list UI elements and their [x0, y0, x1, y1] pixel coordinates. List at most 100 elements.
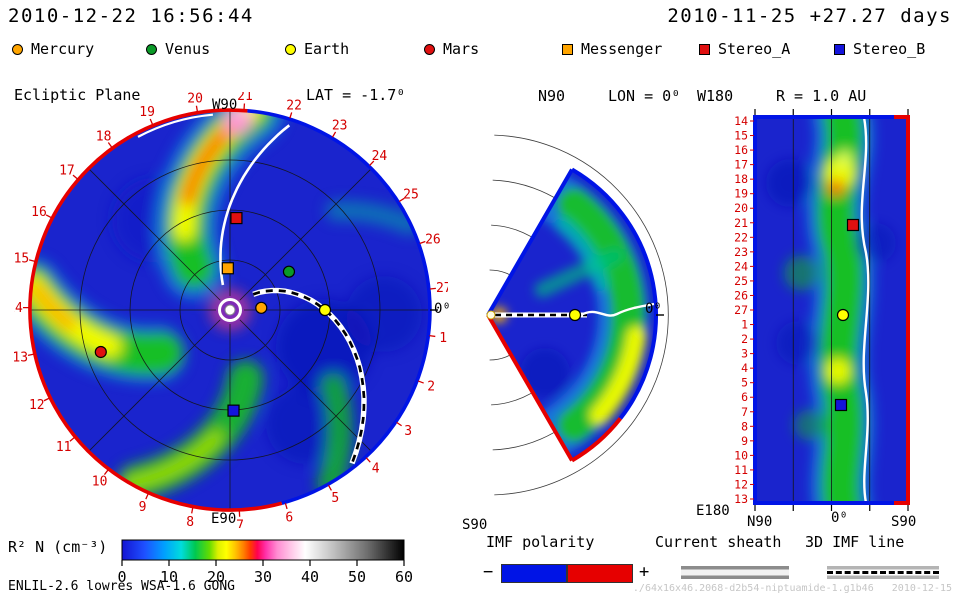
day-label: 9 [139, 500, 147, 515]
day-tick [145, 493, 149, 500]
day-label: 8 [186, 515, 194, 528]
colorbar-tick-label: 20 [207, 568, 225, 586]
day-label: 23 [734, 245, 748, 259]
legend-item-label: Venus [165, 40, 211, 58]
imf-3d-line [252, 289, 366, 464]
density-field [491, 175, 648, 455]
colorbar-tick-label: 40 [301, 568, 319, 586]
density-feature [346, 276, 422, 352]
legend-item-label: Stereo_B [853, 40, 926, 58]
day-label: 13 [14, 351, 28, 366]
run-start-info: 2010-11-25 +27.27 days [667, 5, 952, 27]
sim-datetime: 2010-12-22 16:56:44 [8, 5, 254, 27]
density-feature [234, 111, 246, 117]
earth-marker-icon [285, 43, 296, 55]
mars-marker [94, 345, 107, 359]
venus-marker-icon [146, 43, 157, 55]
legend-item-mercury: Mercury [12, 39, 94, 59]
messenger-marker [221, 262, 234, 275]
day-label: 6 [285, 510, 293, 525]
density-feature [325, 200, 420, 235]
current-sheet-line [860, 117, 870, 503]
merid-n90-label: N90 [538, 87, 566, 105]
day-label: 14 [734, 114, 748, 128]
imf-positive-rim [28, 108, 283, 512]
legend-item-label: Messenger [581, 40, 663, 58]
merid-0deg-label: 0⁰ [645, 301, 662, 317]
density-feature [825, 358, 851, 384]
stereo_a-marker [230, 211, 243, 225]
lon-label: LON = 0⁰ [608, 87, 681, 105]
day-tick [43, 397, 50, 402]
day-label: 27 [436, 281, 448, 296]
radial-title: R = 1.0 AU [776, 87, 867, 105]
day-label: 6 [741, 390, 748, 404]
current-sheath-title: Current sheath [655, 533, 782, 551]
current-sheet-line [137, 113, 213, 138]
day-label: 11 [56, 440, 72, 455]
imf-negative-swatch [501, 564, 567, 583]
density-field [31, 111, 422, 500]
legend-item-venus: Venus [146, 39, 210, 59]
day-label: 1 [741, 318, 748, 332]
day-tick [419, 240, 426, 245]
day-tick [365, 457, 371, 463]
stereo_a-marker-icon [699, 43, 710, 55]
day-label: 15 [14, 252, 29, 267]
model-version-text: ENLIL-2.6 lowres WSA-1.6 GONG [8, 579, 235, 594]
sun-ring [218, 298, 242, 322]
sun [224, 304, 236, 316]
legend-item-earth: Earth [285, 39, 349, 59]
merid-s90-label: S90 [462, 517, 488, 533]
day-tick [69, 436, 75, 442]
legend-item-messenger: Messenger [562, 39, 662, 59]
imf-minus-sign: − [483, 562, 494, 582]
earth-marker [836, 308, 850, 322]
stereo_b-marker [227, 404, 240, 417]
day-label: 5 [741, 376, 748, 390]
venus-marker [282, 265, 296, 278]
colorbar-label: R² N (cm⁻³) [8, 538, 108, 556]
day-tick [284, 503, 288, 510]
day-label: 21 [734, 216, 748, 230]
day-label: 2 [427, 379, 435, 394]
day-label: 10 [734, 448, 748, 462]
day-tick [289, 112, 293, 119]
day-label: 26 [734, 289, 748, 303]
day-label: 20 [734, 201, 748, 215]
day-label: 24 [734, 259, 748, 273]
day-tick [331, 131, 337, 138]
radial-map-plot: 1415161718192021222324252627123456789101… [734, 109, 910, 511]
density-feature [794, 409, 826, 441]
density-feature [784, 255, 820, 291]
earth-marker [318, 303, 332, 317]
day-label: 22 [286, 98, 302, 113]
day-tick [28, 259, 36, 263]
density-feature [554, 215, 611, 292]
legend-item-mars: Mars [424, 39, 479, 59]
radial-s90-label: S90 [891, 514, 917, 530]
imf-positive-rim [570, 417, 622, 463]
day-label: 3 [741, 347, 748, 361]
day-label: 7 [741, 405, 748, 419]
day-label: 4 [741, 361, 748, 375]
day-label: 25 [403, 188, 419, 203]
ecliptic-plane-plot: 1234567891011121314151617181920212223242… [14, 92, 448, 528]
earth-marker [568, 308, 582, 322]
imf-positive-swatch [567, 564, 633, 583]
legend-item-stereo_a: Stereo_A [699, 39, 790, 59]
imf-negative-edge [486, 168, 574, 316]
mars-marker-icon [424, 43, 435, 55]
day-tick [195, 105, 199, 112]
day-tick [107, 142, 113, 148]
density-feature [827, 179, 845, 197]
day-label: 15 [734, 129, 748, 143]
ecliptic-e90-label: E90 [211, 511, 237, 527]
colorbar-tick-label: 30 [254, 568, 272, 586]
day-label: 12 [29, 398, 45, 413]
day-label: 5 [331, 491, 339, 506]
day-tick [398, 197, 405, 203]
day-label: 17 [59, 163, 75, 178]
day-label: 18 [96, 130, 112, 145]
legend-item-stereo_b: Stereo_B [834, 39, 925, 59]
